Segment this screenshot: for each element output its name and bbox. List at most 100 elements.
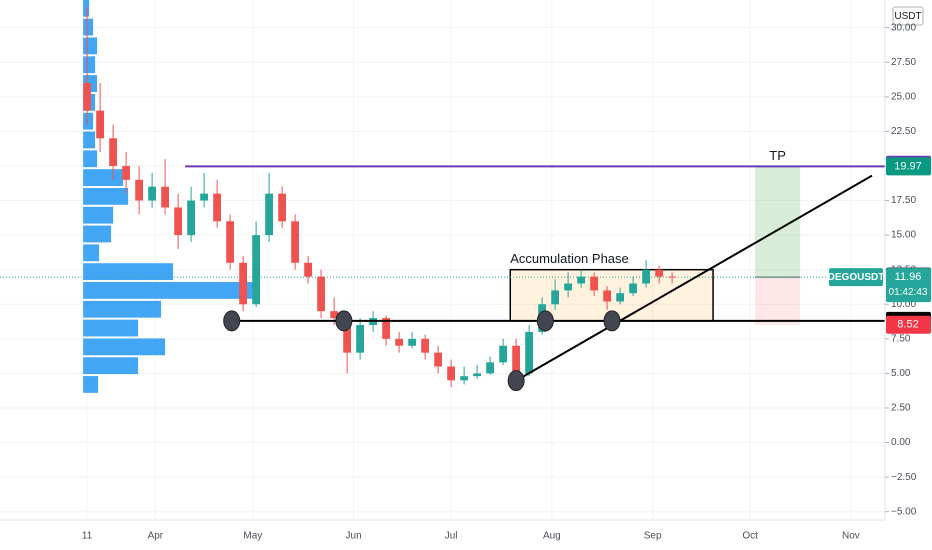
candle-body [395,338,404,346]
y-tick-label: 0.00 [891,437,911,448]
candle-body [174,207,183,236]
candle-body [408,338,417,346]
volume-profile-bar [83,37,98,55]
marker [223,310,241,332]
candle-body [499,345,508,363]
x-tick-label: 11 [82,531,93,542]
x-tick-label: Apr [148,531,164,542]
y-tick-label: 30.00 [891,22,916,33]
candle-body [525,331,534,374]
axis-labels: 30.0027.5025.0022.5020.0017.5015.0012.50… [82,22,931,542]
candle-body [382,318,391,339]
y-tick-label: 27.50 [891,57,916,68]
price-label: 11.96 [895,271,922,283]
candle-body [239,262,248,305]
volume-profile-bar [83,357,139,375]
price-label: 19.97 [894,160,922,172]
volume-profile-bar [83,338,166,356]
x-tick-label: Jun [346,531,362,542]
candle-body [330,311,339,319]
candle-body [304,262,313,277]
countdown: 01:42:43 [889,287,928,298]
candle-body [460,376,469,381]
candle-body [421,338,430,353]
candle-body [486,362,495,374]
currency: USDT [894,11,921,22]
price-label: 8.52 [897,319,918,331]
x-tick-label: Sep [644,531,662,542]
candle-body [447,366,456,381]
zone-label: Accumulation Phase [510,251,629,266]
candle-body [278,193,287,222]
trendline [515,174,873,382]
candle-body [122,165,131,180]
candle-body [83,82,92,111]
marker [603,310,621,332]
y-tick-label: 25.00 [891,91,916,102]
volume-profile-bar [83,18,94,36]
price-label-box [886,315,931,334]
symbol-label: DEGOUSDT [828,272,885,283]
y-tick-label: 10.00 [891,299,916,310]
marker [536,310,554,332]
price-label-box [886,157,931,176]
candle-body [213,193,222,222]
candle-body [642,269,651,284]
candle-body [317,276,326,312]
candle-body [148,186,157,201]
y-tick-label: 17.50 [891,195,916,206]
volume-profile-bar [83,56,96,74]
volume-profile-bar [83,131,96,149]
candle-body [629,283,638,294]
candle-body [564,283,573,291]
marker [335,310,353,332]
volume-profile-bar [83,300,162,318]
volume-profile-bar [83,376,99,393]
candle-body [252,235,261,305]
candle-body [343,318,352,353]
candle-body [473,373,482,377]
y-tick-label: −5.00 [891,506,917,517]
volume-profile-bar [83,169,124,186]
candle-body [356,325,365,353]
plot: TP Accumulation Phase [0,0,885,520]
y-tick-label: 2.50 [891,403,911,414]
candle-body [96,110,105,139]
candle-body [434,352,443,367]
x-tick-label: Nov [842,531,860,542]
x-tick-label: Oct [742,531,758,542]
symbol-box [829,268,883,287]
candle-body [265,193,274,236]
candle-body [616,293,625,302]
price-axis [885,0,932,520]
candle-body [551,290,560,305]
y-tick-label: 5.00 [891,368,911,379]
volume-profile-bar [83,206,114,224]
volume-profile-bar [83,0,90,17]
volume-profile-bar [83,187,129,205]
volume-profile-bar [83,263,174,281]
price-label-box [886,268,931,303]
x-tick-label: May [243,531,262,542]
y-tick-label: 15.00 [891,230,916,241]
candle-body [577,276,586,284]
candle-body [655,269,664,277]
candle-body [603,290,612,302]
y-tick-label: 22.50 [891,126,916,137]
marker [507,370,525,392]
volume-profile-bar [83,225,112,243]
y-tick-label: 7.50 [891,333,911,344]
currency-box[interactable] [892,6,924,26]
volume-profile-bar [83,319,139,337]
candle-body [200,193,209,201]
candle-body [590,276,599,291]
stop-zone [754,277,801,325]
position-label: TP [769,148,786,163]
candle-body [291,221,300,263]
candle-body [226,221,235,263]
candle-body [135,179,144,201]
volume-profile-bar [83,150,98,168]
volume-profile-bar [83,244,100,262]
candle-body [187,200,196,236]
